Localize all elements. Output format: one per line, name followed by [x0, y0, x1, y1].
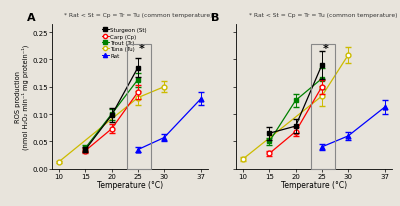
Bar	[127, 45, 151, 169]
Legend: Sturgeon (St), Carp (Cp), Trout (Tr), Tuna (Tu), Rat: Sturgeon (St), Carp (Cp), Trout (Tr), Tu…	[102, 27, 148, 59]
Text: * Rat < St = Cp = Tr = Tu (common temperature): * Rat < St = Cp = Tr = Tu (common temper…	[248, 13, 397, 18]
X-axis label: Temperature (°C): Temperature (°C)	[281, 180, 347, 189]
X-axis label: Temperature (°C): Temperature (°C)	[97, 180, 163, 189]
Text: A: A	[27, 13, 36, 23]
Y-axis label: ROS production
(nmol H₂O₂ min⁻¹ mg protein⁻¹): ROS production (nmol H₂O₂ min⁻¹ mg prote…	[15, 44, 29, 149]
Text: B: B	[211, 13, 220, 23]
Text: * Rat < St = Cp = Tr = Tu (common temperature): * Rat < St = Cp = Tr = Tu (common temper…	[64, 13, 213, 18]
Text: *: *	[323, 44, 329, 54]
Bar	[311, 45, 335, 169]
Text: *: *	[139, 44, 145, 54]
